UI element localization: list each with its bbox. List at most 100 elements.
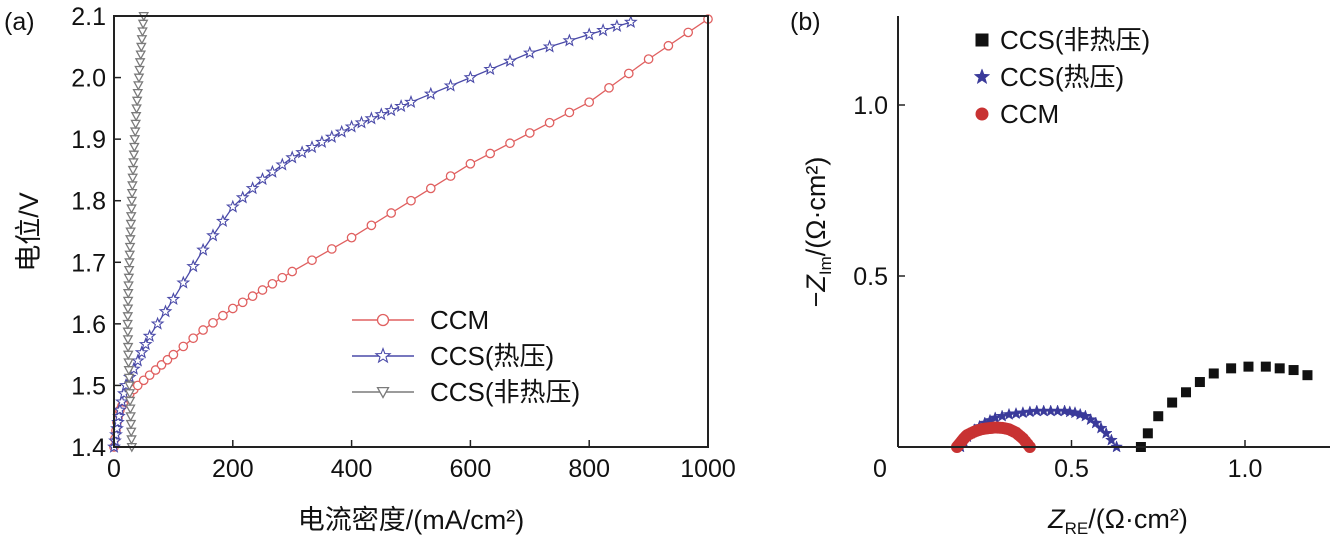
panel-a-point-ccm-40 (485, 148, 496, 159)
panel-a-point-ccm-37 (425, 183, 436, 194)
panel-a-point-ccm-44 (564, 107, 575, 118)
panel-a-point-ccs-53 (609, 19, 624, 33)
panel-a-point-ccm-38 (445, 171, 456, 181)
panel-a-label: (a) (4, 8, 35, 36)
panel-a-legend-label-ccs: CCS(热压) (430, 341, 554, 371)
panel-a-point-ccs-43 (130, 112, 142, 122)
panel-a-point-ccs-47 (133, 81, 144, 91)
panel-b-legend-label-ccs: CCS(非热压) (1000, 25, 1150, 55)
panel-b-point-ccs-8 (1243, 361, 1254, 372)
panel-b-legend-marker-ccs (975, 33, 989, 47)
panel-a-point-ccs-40 (384, 103, 399, 117)
panel-a-point-ccs-27 (255, 171, 270, 186)
panel-a-point-ccs-27 (125, 235, 136, 245)
panel-b-point-ccs-5 (1194, 377, 1205, 388)
panel-a-point-ccs-11 (123, 358, 134, 368)
panel-a-point-ccm-45 (584, 97, 595, 108)
panel-a-point-ccs-21 (196, 242, 210, 256)
panel-a-point-ccs-15 (142, 328, 157, 343)
panel-a-point-ccs-34 (324, 129, 339, 143)
panel-a-point-ccs-45 (463, 70, 478, 84)
panel-a-point-ccs-2 (125, 427, 137, 438)
panel-a-point-ccs-15 (122, 327, 134, 338)
panel-a-point-ccs-17 (122, 312, 134, 322)
panel-a-x-tick-label: 800 (568, 455, 610, 483)
panel-a-frame (113, 15, 709, 448)
panel-b-x-tick-label: 1.0 (1228, 455, 1263, 483)
panel-a-point-ccm-30 (287, 266, 298, 277)
panel-a-point-ccs-23 (123, 265, 135, 276)
panel-a-point-ccs-25 (235, 190, 250, 204)
panel-b-label: (b) (790, 8, 821, 36)
panel-a-point-ccm-20 (188, 333, 199, 344)
panel-a-point-ccs-14 (138, 337, 153, 351)
panel-a-x-tick-label: 600 (450, 455, 492, 483)
panel-a-point-ccm-32 (326, 244, 337, 254)
panel-b-point-ccs-12 (1302, 370, 1313, 381)
panel-a-point-ccm-48 (643, 54, 654, 64)
panel-a-legend-label-ccm: CCM (430, 305, 489, 335)
panel-a-point-ccs-34 (127, 181, 138, 191)
panel-a-point-ccm-19 (178, 341, 189, 352)
panel-a-x-tick-label: 200 (212, 455, 254, 483)
panel-a-point-ccm-23 (218, 310, 228, 321)
panel-b-y-tick-label: 0.5 (853, 263, 888, 291)
panel-a-point-ccm-49 (663, 40, 674, 51)
panel-a-point-ccs-32 (305, 140, 319, 154)
panel-a-point-ccs-51 (582, 27, 597, 41)
panel-a-point-ccs-37 (354, 115, 369, 129)
panel-a-point-ccs-24 (124, 258, 135, 268)
panel-a-y-tick-label: 2.1 (71, 3, 106, 31)
panel-b-point-ccs-3 (1167, 397, 1178, 408)
panel-a-point-ccs-25 (124, 250, 136, 261)
panel-a-point-ccm-36 (406, 195, 416, 206)
panel-a-point-ccs-38 (128, 150, 140, 161)
panel-a-point-ccs-4 (125, 412, 136, 422)
panel-a-y-tick-label: 1.4 (71, 434, 106, 462)
panel-a-point-ccs-41 (129, 127, 141, 137)
panel-a-point-ccs-26 (124, 242, 136, 253)
panel-b-point-ccs-11 (1288, 365, 1299, 376)
panel-a-point-ccs-35 (127, 173, 139, 184)
panel-a: (a) 0 200 400 600 800 1000 1.4 1.5 1.6 1.7 1.8 1.9… (4, 3, 736, 535)
panel-a-point-ccm-22 (208, 317, 218, 328)
panel-a-point-ccs-29 (275, 157, 290, 171)
panel-a-point-ccs-7 (114, 394, 129, 408)
panel-a-y-tick-label: 1.6 (71, 311, 106, 339)
panel-a-point-ccs-23 (216, 214, 230, 228)
panel-b-legend-marker-ccs (973, 68, 991, 85)
panel-a-point-ccs-12 (130, 353, 145, 367)
panel-a-point-ccs-54 (623, 14, 638, 28)
panel-a-point-ccm-27 (257, 285, 268, 295)
panel-a-point-ccs-1 (126, 435, 137, 445)
panel-a-plot (107, 11, 713, 453)
panel-b-legend-label-ccm: CCM (1000, 99, 1059, 129)
panel-a-point-ccs-49 (134, 65, 145, 76)
panel-b-legend: CCS(非热压) CCS(热压) CCM (973, 25, 1150, 129)
panel-a-point-ccs-13 (122, 342, 134, 353)
panel-a-point-ccs-39 (374, 107, 389, 121)
panel-a-point-ccs-46 (132, 88, 144, 99)
panel-a-y-tick-label: 2.0 (71, 65, 106, 93)
panel-a-legend-label-ccs: CCS(非热压) (430, 377, 580, 407)
panel-a-point-ccs-16 (122, 319, 133, 330)
panel-a-point-ccs-19 (122, 296, 134, 307)
panel-a-point-ccm-25 (237, 297, 248, 308)
panel-a-point-ccs-36 (344, 119, 359, 133)
panel-a-point-ccs-52 (136, 42, 147, 53)
panel-a-point-ccs-24 (225, 199, 240, 213)
panel-b-point-ccs-22 (1078, 409, 1092, 422)
panel-a-point-ccm-41 (505, 138, 515, 149)
panel-b-point-ccs-24 (1089, 416, 1103, 429)
panel-a-x-tick-labels: 0 200 400 600 800 1000 (107, 440, 736, 483)
panel-b-legend-label-ccs: CCS(热压) (1000, 62, 1124, 92)
panel-b-point-ccs-4 (1181, 387, 1192, 398)
panel-a-point-ccs-45 (131, 96, 143, 107)
panel-a-point-ccs-52 (596, 23, 611, 37)
panel-a-point-ccm-34 (366, 220, 377, 231)
panel-a-point-ccs-18 (122, 304, 134, 315)
panel-a-point-ccm-24 (227, 303, 238, 314)
panel-a-point-ccs-20 (122, 289, 134, 299)
panel-b-point-ccs-7 (1226, 363, 1237, 374)
